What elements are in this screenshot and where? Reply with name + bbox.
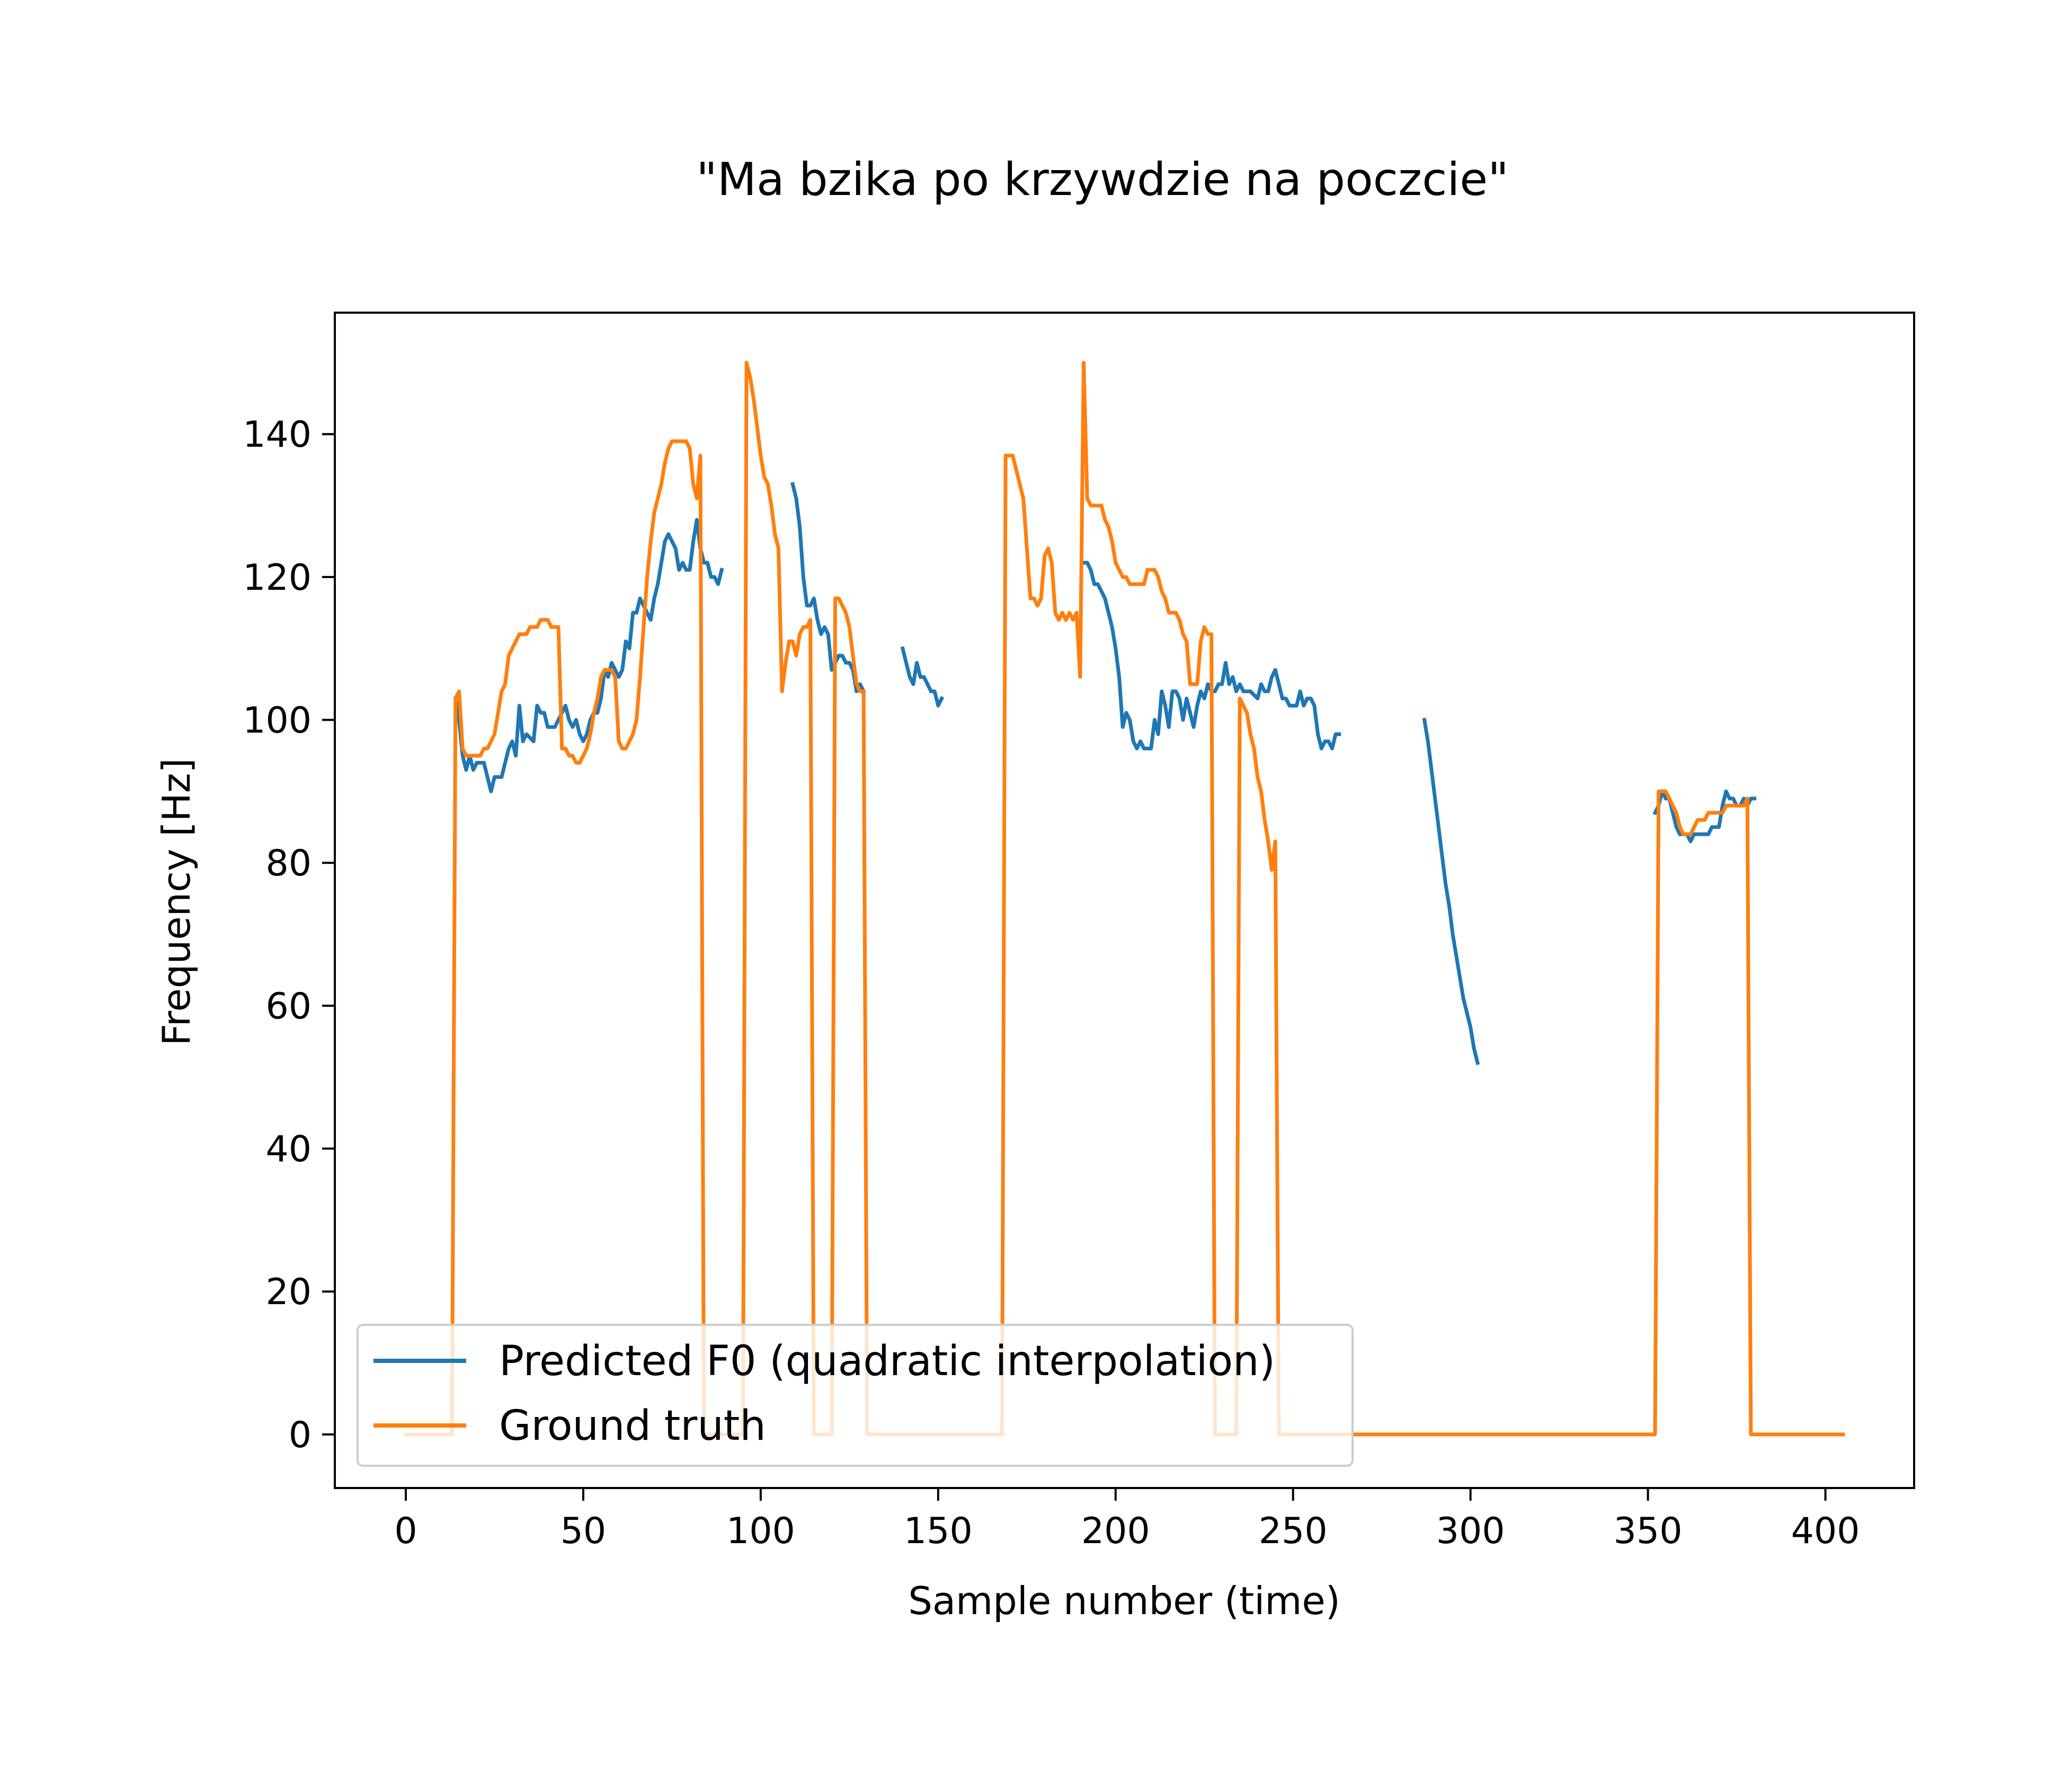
plot-frame [334, 312, 1915, 1489]
chart-title: "Ma bzika po krzywdzie na poczcie" [696, 153, 1509, 206]
x-axis: 0 50 100 150 200 250 300 350 400 [394, 1488, 1860, 1552]
x-tick-label: 300 [1436, 1510, 1505, 1552]
x-tick-label: 400 [1791, 1510, 1860, 1552]
ground-truth-line [404, 360, 1845, 1437]
y-tick-label: 60 [265, 986, 312, 1028]
y-axis-label: Frequency [Hz] [154, 758, 199, 1046]
x-tick-label: 250 [1259, 1510, 1328, 1552]
y-tick-label: 100 [243, 700, 312, 742]
y-axis: 0 20 40 60 80 100 120 140 [243, 414, 335, 1456]
x-tick-label: 350 [1614, 1510, 1683, 1552]
plot-series [404, 360, 1845, 1437]
predicted-f0-line-segment-1 [790, 482, 866, 694]
predicted-f0-line-segment-4 [1422, 718, 1480, 1065]
legend-box [357, 1324, 1354, 1467]
x-tick-label: 150 [904, 1510, 973, 1552]
legend-label-ground-truth: Ground truth [499, 1402, 766, 1450]
x-tick-label: 50 [561, 1510, 607, 1552]
y-tick-label: 120 [243, 557, 312, 599]
y-tick-label: 140 [243, 414, 312, 456]
predicted-f0-line-segment-3 [1082, 561, 1341, 750]
y-tick-label: 40 [265, 1129, 312, 1171]
legend-label-predicted: Predicted F0 (quadratic interpolation) [499, 1338, 1275, 1385]
y-tick-label: 0 [289, 1414, 312, 1456]
x-tick-label: 200 [1081, 1510, 1150, 1552]
x-axis-label: Sample number (time) [908, 1579, 1340, 1623]
y-tick-label: 80 [265, 843, 312, 884]
y-tick-label: 20 [265, 1271, 312, 1313]
predicted-f0-line-segment-2 [900, 646, 945, 708]
x-tick-label: 100 [726, 1510, 795, 1552]
x-tick-label: 0 [394, 1510, 417, 1552]
legend: Predicted F0 (quadratic interpolation) G… [357, 1324, 1354, 1467]
